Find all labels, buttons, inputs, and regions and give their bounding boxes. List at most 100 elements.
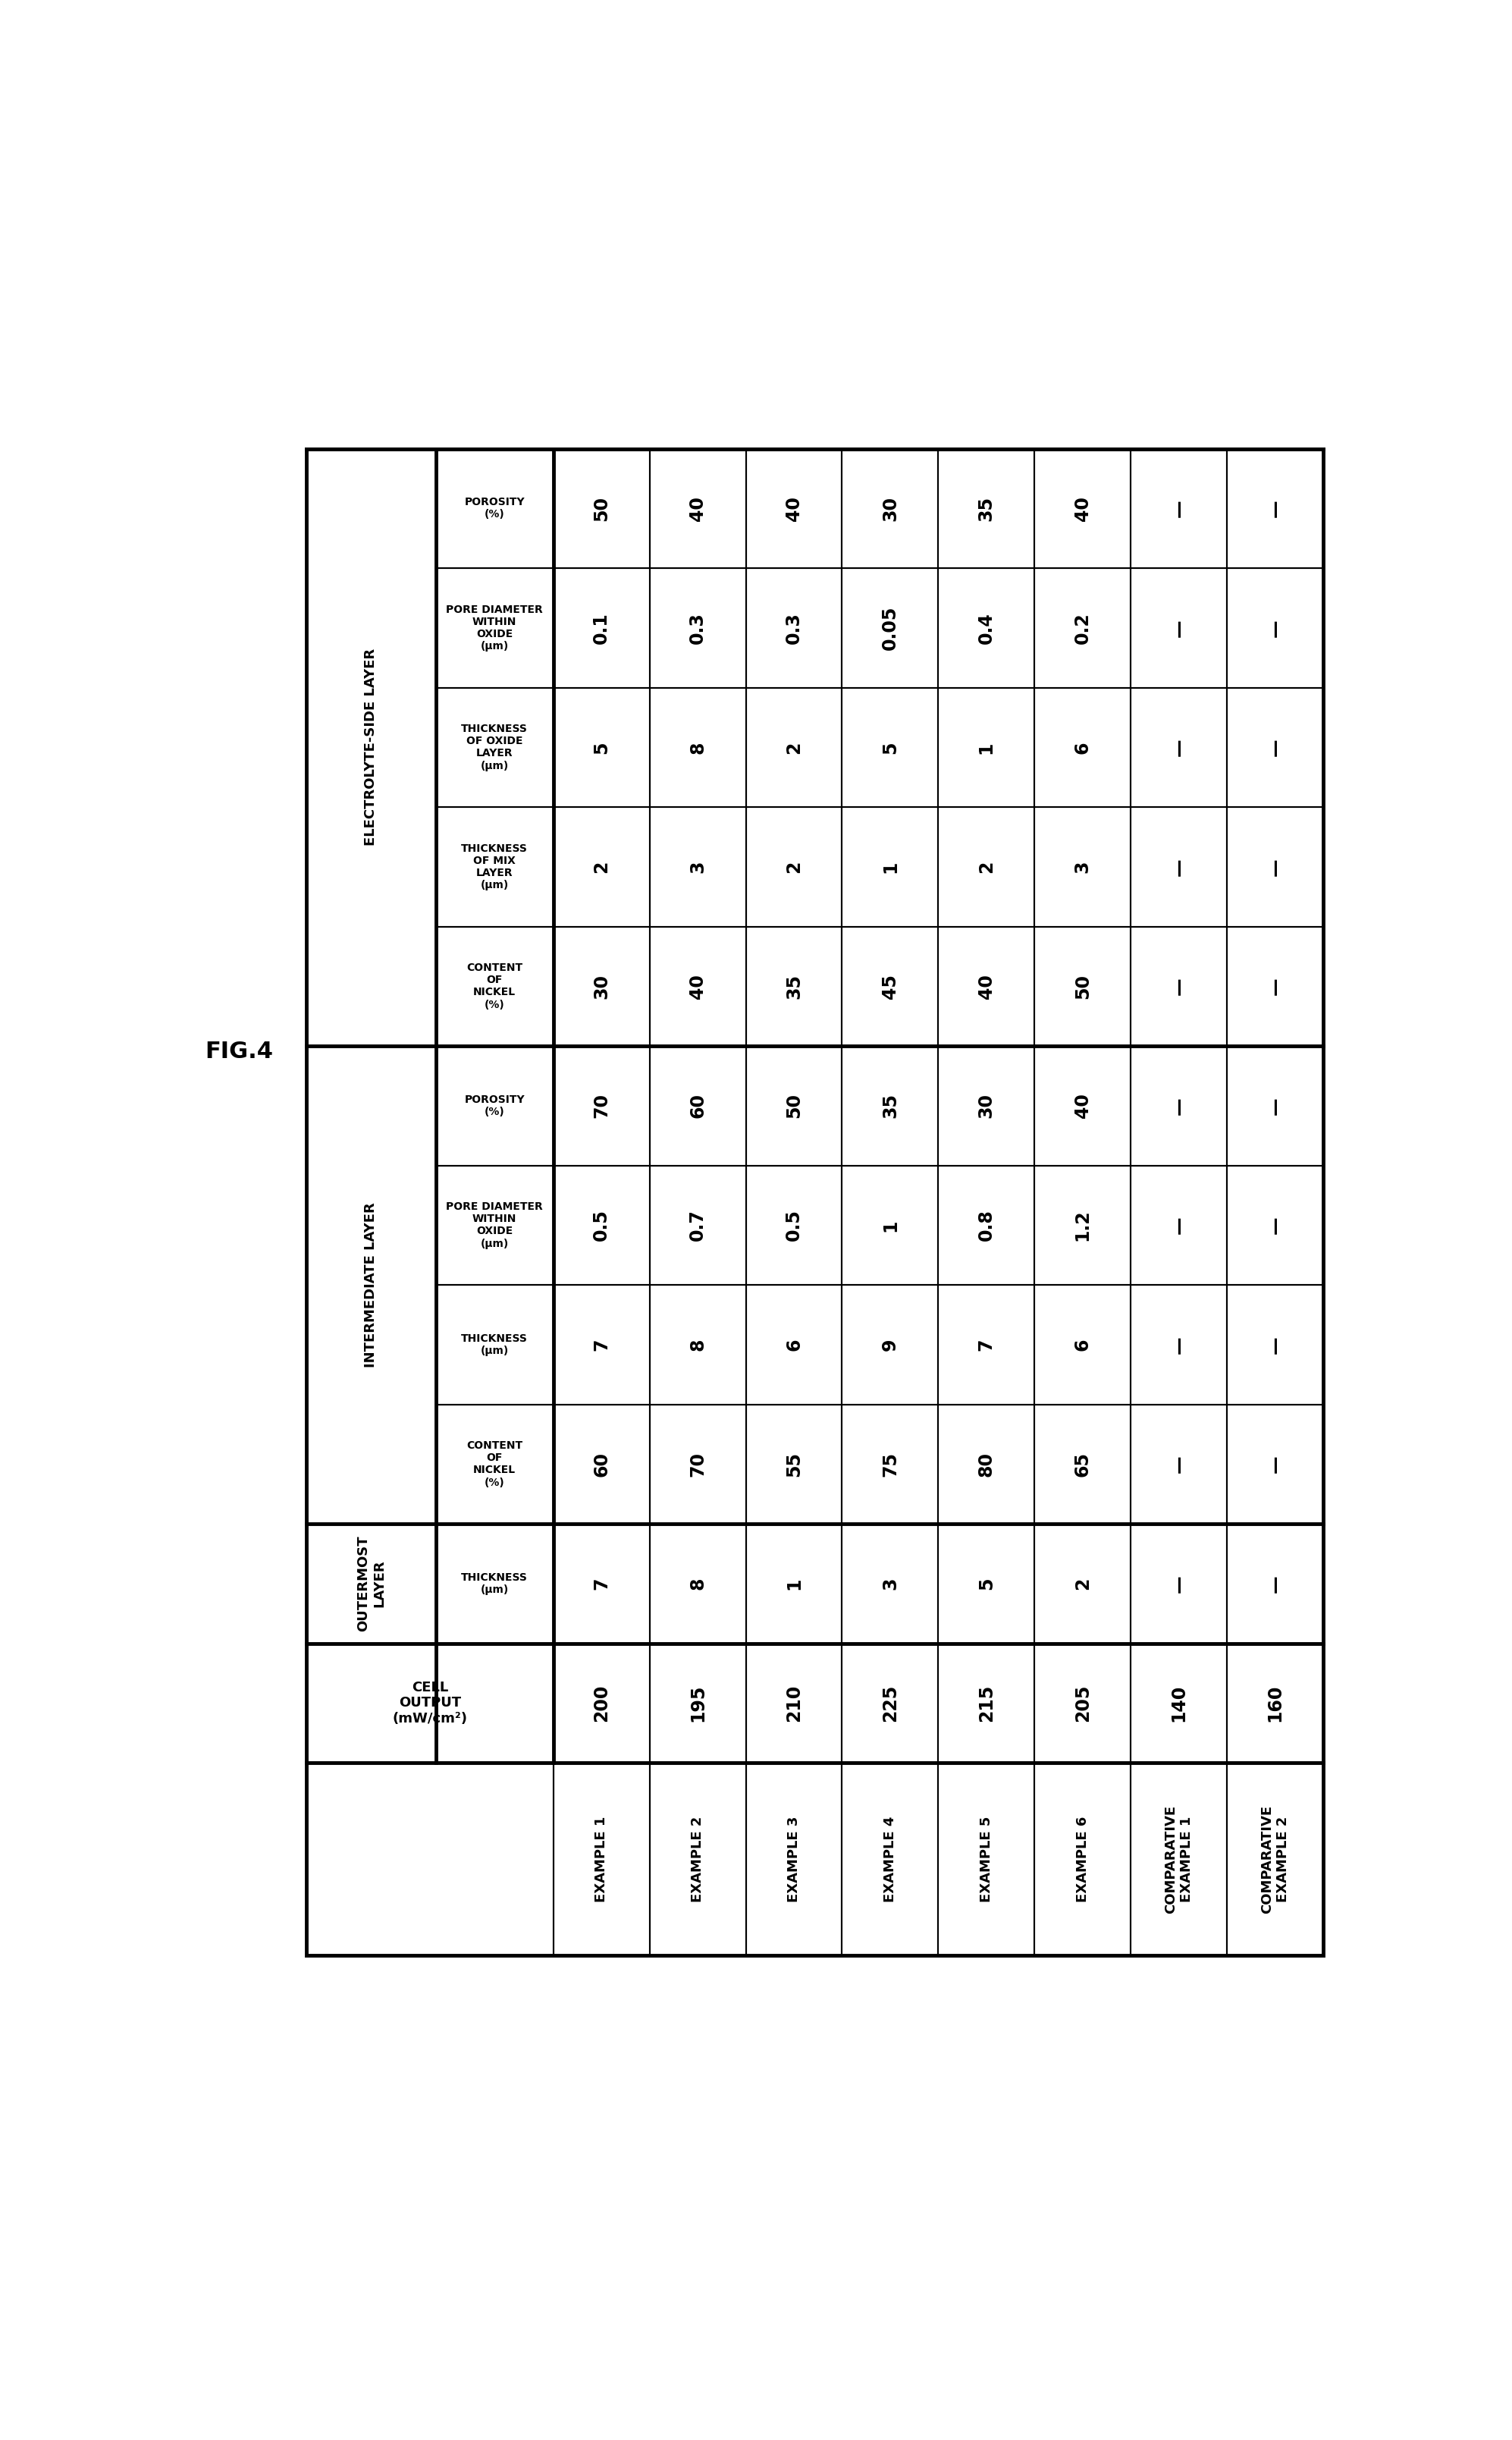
Bar <box>745 808 842 927</box>
Text: 60: 60 <box>593 1452 611 1476</box>
Bar <box>1131 569 1226 688</box>
Text: 2: 2 <box>785 861 803 874</box>
Bar <box>745 927 842 1047</box>
Bar <box>1131 808 1226 927</box>
Bar <box>1131 1166 1226 1286</box>
Bar <box>1226 1525 1323 1642</box>
Text: 6: 6 <box>785 1340 803 1352</box>
Bar <box>1226 1286 1323 1405</box>
Bar <box>842 1642 939 1762</box>
Text: —: — <box>1266 859 1284 876</box>
Text: 0.3: 0.3 <box>785 612 803 644</box>
Text: 40: 40 <box>785 495 803 520</box>
Text: —: — <box>1266 978 1284 996</box>
Bar <box>650 1762 745 1954</box>
Text: —: — <box>1170 1454 1188 1474</box>
Bar <box>842 1762 939 1954</box>
Text: 40: 40 <box>1074 495 1092 520</box>
Bar <box>553 1762 650 1954</box>
Bar <box>1034 1525 1131 1642</box>
Bar <box>1034 1762 1131 1954</box>
Text: 0.5: 0.5 <box>593 1210 611 1242</box>
Bar <box>553 1047 650 1166</box>
Text: FIG.4: FIG.4 <box>204 1039 274 1061</box>
Bar <box>435 449 553 569</box>
Text: 0.3: 0.3 <box>688 612 706 644</box>
Bar <box>553 1642 650 1762</box>
Text: EXAMPLE 4: EXAMPLE 4 <box>883 1815 897 1903</box>
Text: CELL
OUTPUT
(mW/cm²): CELL OUTPUT (mW/cm²) <box>393 1681 467 1725</box>
Text: 3: 3 <box>1074 861 1092 874</box>
Text: —: — <box>1266 1574 1284 1593</box>
Bar <box>842 927 939 1047</box>
Bar <box>939 1047 1034 1166</box>
Bar <box>1131 1762 1226 1954</box>
Text: 8: 8 <box>688 742 706 754</box>
Bar <box>1226 688 1323 808</box>
Text: 70: 70 <box>593 1093 611 1118</box>
Text: —: — <box>1266 1454 1284 1474</box>
Text: —: — <box>1266 1335 1284 1354</box>
Bar <box>939 808 1034 927</box>
Bar <box>650 1166 745 1286</box>
Text: 2: 2 <box>785 742 803 754</box>
Text: 3: 3 <box>881 1576 900 1591</box>
Text: 205: 205 <box>1074 1684 1092 1723</box>
Bar <box>939 1525 1034 1642</box>
Bar <box>307 1762 553 1954</box>
Bar <box>1131 688 1226 808</box>
Text: 5: 5 <box>593 742 611 754</box>
Text: EXAMPLE 6: EXAMPLE 6 <box>1077 1815 1090 1903</box>
Bar <box>435 1047 553 1166</box>
Bar <box>307 1642 553 1762</box>
Text: —: — <box>1266 1215 1284 1235</box>
Bar <box>650 688 745 808</box>
Text: 0.1: 0.1 <box>593 612 611 644</box>
Text: EXAMPLE 1: EXAMPLE 1 <box>594 1815 608 1903</box>
Text: COMPARATIVE
EXAMPLE 1: COMPARATIVE EXAMPLE 1 <box>1164 1806 1193 1913</box>
Text: CONTENT
OF
NICKEL
(%): CONTENT OF NICKEL (%) <box>467 1440 523 1488</box>
Text: OUTERMOST
LAYER: OUTERMOST LAYER <box>357 1535 386 1632</box>
Bar <box>650 808 745 927</box>
Text: 75: 75 <box>881 1452 900 1476</box>
Text: 1: 1 <box>785 1576 803 1591</box>
Bar <box>435 808 553 927</box>
Text: 0.8: 0.8 <box>977 1210 995 1242</box>
Bar <box>1131 927 1226 1047</box>
Text: —: — <box>1170 859 1188 876</box>
Bar <box>1226 569 1323 688</box>
Bar <box>842 1405 939 1525</box>
Bar <box>1226 449 1323 569</box>
Bar <box>1131 1525 1226 1642</box>
Text: 40: 40 <box>688 974 706 998</box>
Text: 1: 1 <box>881 861 900 874</box>
Text: 45: 45 <box>881 974 900 998</box>
Bar <box>745 1405 842 1525</box>
Bar <box>745 1642 842 1762</box>
Text: THICKNESS
OF OXIDE
LAYER
(μm): THICKNESS OF OXIDE LAYER (μm) <box>461 725 528 771</box>
Bar <box>435 1286 553 1405</box>
Bar <box>1226 808 1323 927</box>
Bar <box>1226 1166 1323 1286</box>
Text: 0.2: 0.2 <box>1074 612 1092 644</box>
Bar <box>1034 449 1131 569</box>
Bar <box>1131 449 1226 569</box>
Bar <box>553 569 650 688</box>
Text: ELECTROLYTE-SIDE LAYER: ELECTROLYTE-SIDE LAYER <box>364 649 378 847</box>
Bar <box>435 1166 553 1286</box>
Text: EXAMPLE 2: EXAMPLE 2 <box>691 1815 705 1903</box>
Bar <box>553 449 650 569</box>
Text: —: — <box>1170 1335 1188 1354</box>
Text: 30: 30 <box>593 974 611 998</box>
Bar <box>939 1642 1034 1762</box>
Text: PORE DIAMETER
WITHIN
OXIDE
(μm): PORE DIAMETER WITHIN OXIDE (μm) <box>446 1200 543 1249</box>
Bar <box>1131 1405 1226 1525</box>
Text: 0.5: 0.5 <box>785 1210 803 1242</box>
Bar <box>745 1286 842 1405</box>
Text: —: — <box>1266 739 1284 756</box>
Bar <box>307 1047 435 1525</box>
Bar <box>553 1405 650 1525</box>
Bar <box>745 688 842 808</box>
Text: POROSITY
(%): POROSITY (%) <box>464 498 525 520</box>
Bar <box>745 1047 842 1166</box>
